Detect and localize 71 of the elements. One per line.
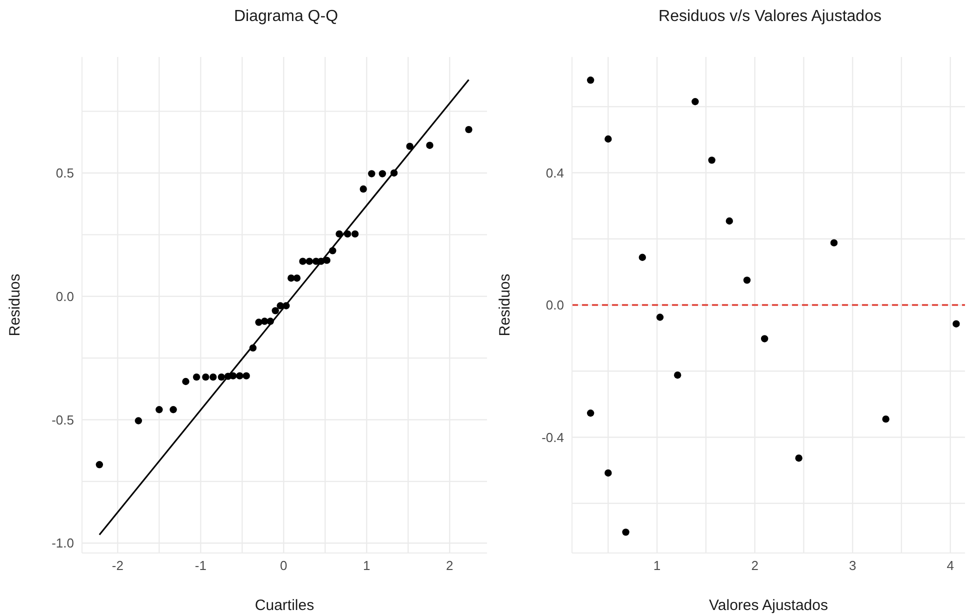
x-tick-label: 0 (280, 558, 288, 574)
point (210, 373, 217, 381)
point (96, 461, 104, 468)
x-tick-label: 2 (751, 558, 758, 574)
y-tick-label: 0.0 (56, 288, 74, 304)
point (351, 230, 359, 238)
chart-title: Diagrama Q-Q (232, 8, 340, 26)
point (586, 410, 594, 417)
point (192, 373, 200, 381)
y-tick-label: 0.0 (546, 298, 564, 313)
point (406, 142, 414, 150)
y-tick-label: 0.5 (56, 166, 74, 181)
point (344, 230, 352, 238)
point (638, 254, 646, 261)
point (306, 258, 313, 265)
y-tick-label: -0.5 (52, 412, 74, 428)
chart-title: Residuos v/s Valores Ajustados (658, 8, 882, 26)
point (692, 98, 699, 106)
y-axis-title: Residuos (6, 274, 24, 336)
point (317, 258, 325, 265)
point (170, 406, 177, 414)
point (952, 320, 960, 328)
point (336, 230, 343, 238)
point (830, 239, 838, 246)
point (622, 528, 630, 536)
point (182, 378, 190, 386)
y-tick-label: 0.4 (546, 165, 564, 180)
point (218, 373, 226, 381)
point (743, 276, 751, 284)
x-tick-label: 1 (363, 558, 370, 574)
point (390, 169, 398, 177)
point (726, 217, 733, 225)
point (299, 258, 306, 265)
point (882, 415, 890, 423)
point (249, 344, 257, 352)
x-tick-label: 2 (446, 558, 454, 574)
point (465, 126, 472, 134)
x-tick-label: 4 (946, 558, 954, 574)
point (708, 156, 716, 164)
point (360, 185, 367, 193)
point (426, 142, 434, 149)
point (674, 372, 682, 379)
point (323, 256, 330, 264)
x-tick-label: -1 (194, 558, 206, 574)
point (795, 454, 802, 462)
y-axis-title: Residuos (496, 274, 514, 336)
point (202, 373, 210, 381)
y-tick-label: -1.0 (52, 536, 74, 551)
x-tick-label: 3 (848, 558, 856, 574)
point (586, 76, 594, 84)
point (293, 274, 301, 282)
point (656, 314, 664, 321)
point (604, 135, 612, 143)
point (760, 335, 768, 342)
x-tick-label: -2 (112, 558, 124, 574)
x-tick-label: 1 (653, 558, 661, 574)
point (604, 469, 612, 477)
point (236, 372, 244, 380)
point (282, 302, 290, 310)
point (272, 307, 279, 314)
point (242, 372, 250, 380)
point (266, 318, 274, 325)
point (378, 170, 386, 178)
x-axis-title: Cuartiles (254, 597, 314, 614)
point (260, 318, 268, 325)
point (156, 406, 163, 414)
x-axis-title: Valores Ajustados (709, 597, 828, 614)
y-tick-label: -0.4 (542, 430, 564, 445)
point (368, 170, 376, 178)
point (134, 417, 142, 424)
point (329, 247, 336, 254)
